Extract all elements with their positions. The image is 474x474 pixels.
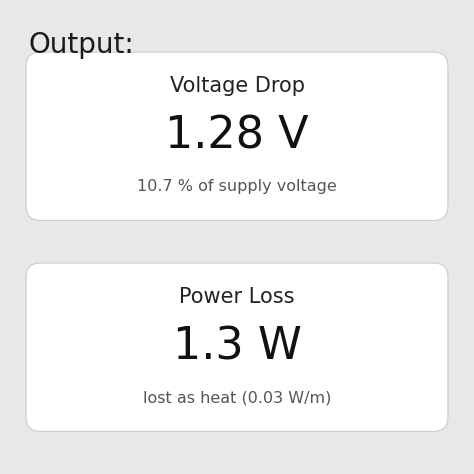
FancyBboxPatch shape [26,52,448,220]
FancyBboxPatch shape [26,263,448,431]
Text: Power Loss: Power Loss [179,287,295,307]
Text: Voltage Drop: Voltage Drop [170,76,304,96]
Text: lost as heat (0.03 W/m): lost as heat (0.03 W/m) [143,390,331,405]
Text: 10.7 % of supply voltage: 10.7 % of supply voltage [137,179,337,194]
Text: 1.28 V: 1.28 V [165,115,309,158]
Text: Output:: Output: [28,31,134,59]
Text: 1.3 W: 1.3 W [173,326,301,369]
